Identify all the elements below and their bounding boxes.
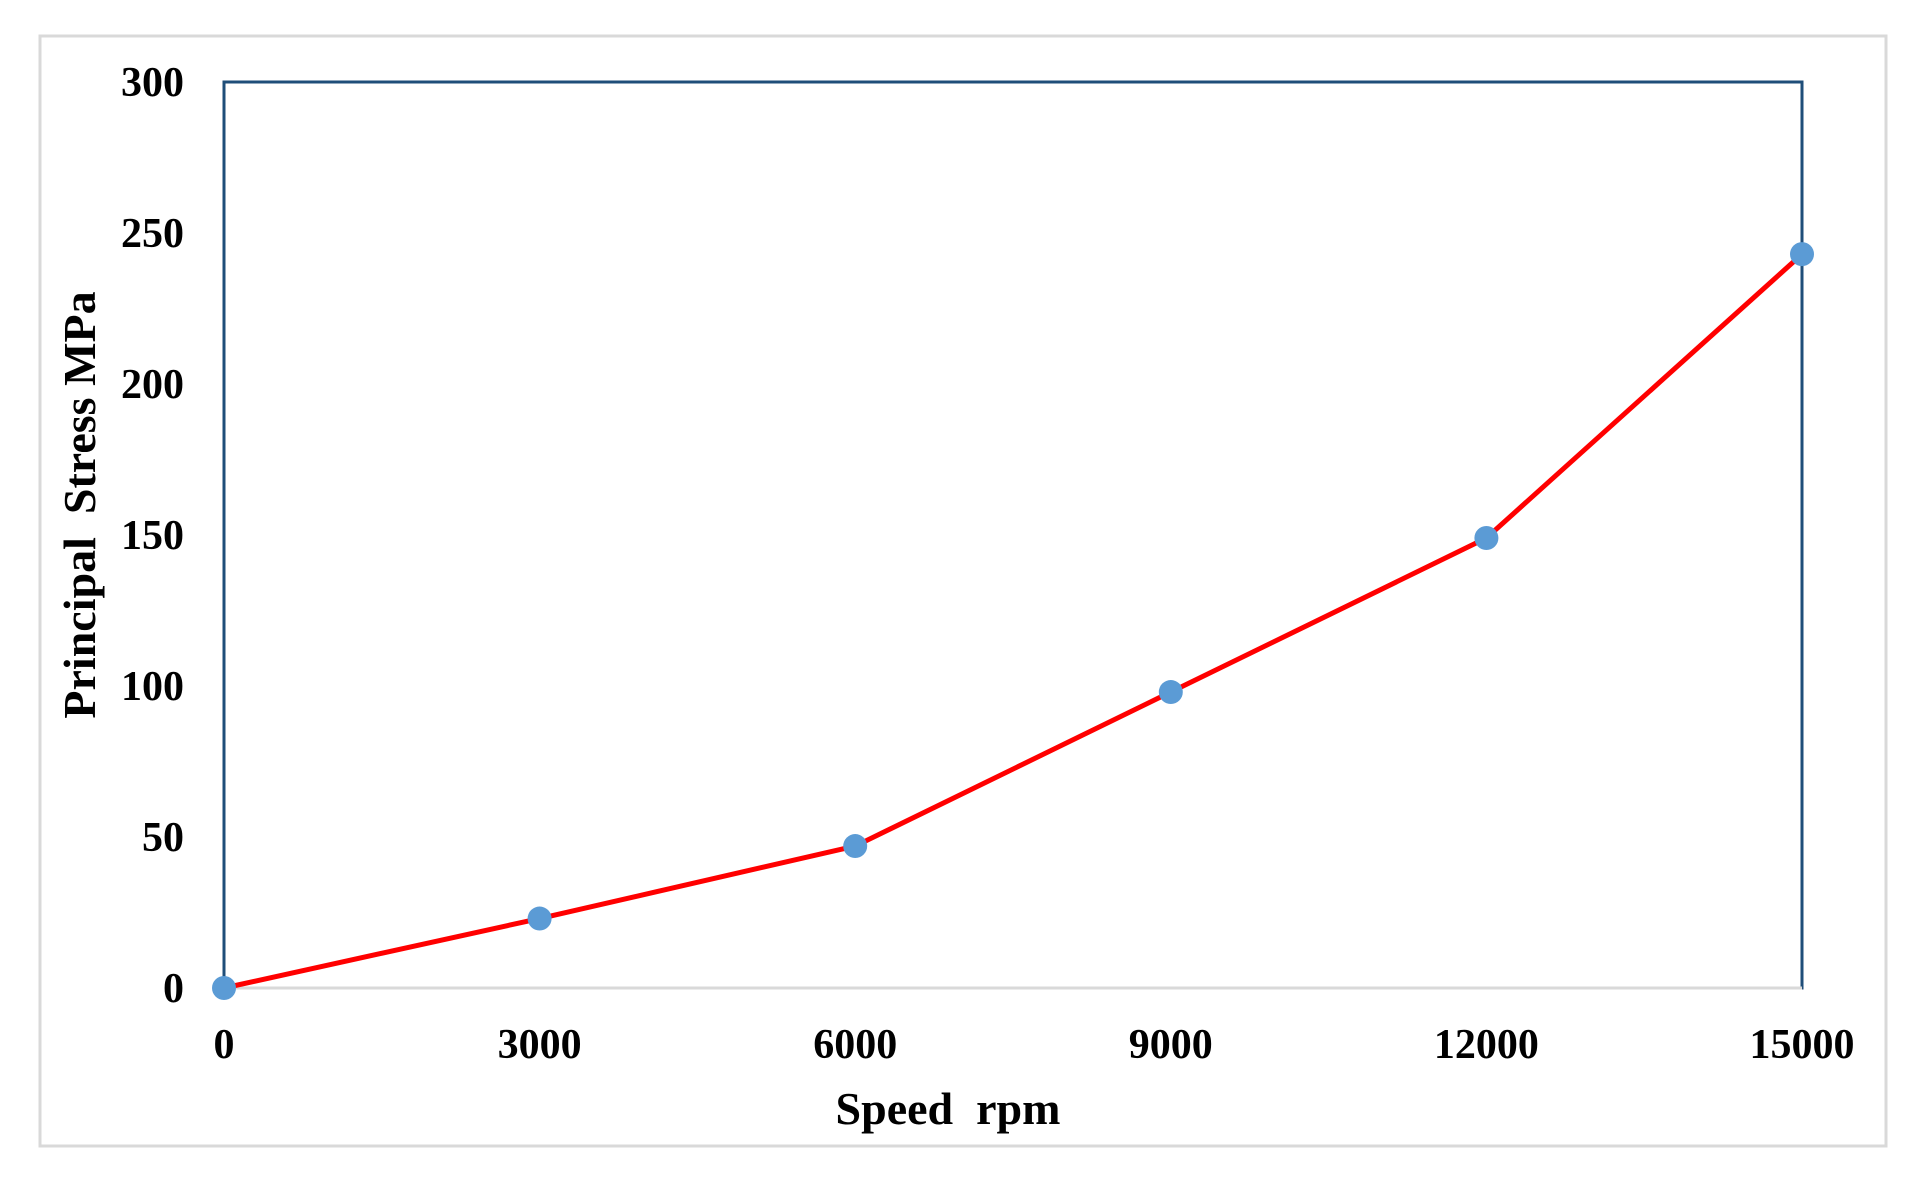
y-tick-label: 150 — [121, 513, 184, 559]
x-axis-title: Speed rpm — [836, 1083, 1061, 1134]
x-tick-label: 15000 — [1750, 1022, 1855, 1068]
y-tick-label: 100 — [121, 664, 184, 710]
y-tick-label: 300 — [121, 60, 184, 106]
x-tick-label: 6000 — [813, 1022, 897, 1068]
y-axis-title: Principal Stress MPa — [54, 291, 105, 718]
data-point — [1159, 680, 1183, 704]
x-tick-label: 3000 — [498, 1022, 582, 1068]
x-tick-label: 9000 — [1129, 1022, 1213, 1068]
x-tick-label: 0 — [214, 1022, 235, 1068]
y-tick-label: 0 — [163, 966, 184, 1012]
x-tick-label: 12000 — [1434, 1022, 1539, 1068]
data-point — [1474, 526, 1498, 550]
data-point — [1790, 242, 1814, 266]
y-tick-label: 200 — [121, 362, 184, 408]
data-point — [528, 907, 552, 931]
chart-frame — [40, 36, 1886, 1146]
y-tick-label: 250 — [121, 211, 184, 257]
data-point — [212, 976, 236, 1000]
data-point — [843, 834, 867, 858]
y-tick-label: 50 — [142, 815, 184, 861]
